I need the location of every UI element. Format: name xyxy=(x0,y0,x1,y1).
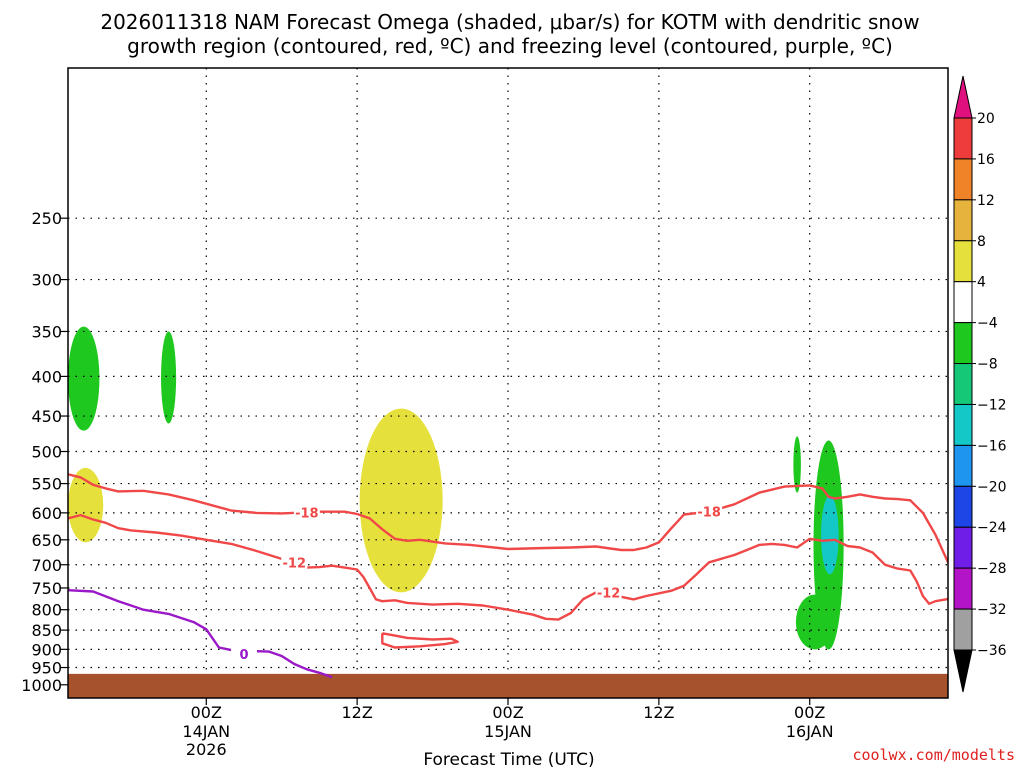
omega-green-region-2 xyxy=(793,436,801,493)
colorbar-bin-4 xyxy=(953,281,973,324)
colorbar-bin-1 xyxy=(953,158,973,201)
x-tick-label-h30: 00Z xyxy=(492,703,523,722)
colorbar-bin-8 xyxy=(953,444,973,487)
omega-yellow-region-1 xyxy=(359,408,443,593)
colorbar-bin-2 xyxy=(953,199,973,242)
omega-shading xyxy=(68,326,844,650)
contour-label-minus18-a: -18 xyxy=(295,506,319,521)
colorbar-tick-label-1: 16 xyxy=(977,152,995,168)
colorbar-bin-3 xyxy=(953,240,973,283)
colorbar-top-triangle xyxy=(953,75,973,119)
y-tick-label-300: 300 xyxy=(31,271,62,290)
chart-title-line-2: growth region (contoured, red, ºC) and f… xyxy=(127,34,893,58)
contour-label-minus12-b: -12 xyxy=(597,586,621,601)
omega-green-region-1 xyxy=(161,331,177,424)
omega-teal-region-0 xyxy=(821,495,839,575)
temperature-contours: -18-18-18-12-12-120 xyxy=(68,473,1024,679)
x-tick-date-h30: 15JAN xyxy=(484,722,532,741)
y-axis: 2503003504004505005506006507007508008509… xyxy=(21,209,68,695)
x-tick-label-h6: 00Z xyxy=(191,703,222,722)
y-tick-label-850: 850 xyxy=(31,621,62,640)
x-tick-year-h6: 2026 xyxy=(186,740,227,759)
colorbar-tick-label-8: −16 xyxy=(977,438,1007,454)
y-tick-label-450: 450 xyxy=(31,407,62,426)
colorbar-bin-7 xyxy=(953,403,973,446)
colorbar-bin-12 xyxy=(953,608,973,651)
colorbar-tick-label-2: 12 xyxy=(977,193,995,209)
colorbar-bin-10 xyxy=(953,526,973,569)
contour-dgz_top_minus18 xyxy=(68,473,948,564)
contour-label-minus12-a-bg xyxy=(281,554,308,570)
contour-label-minus18-a-bg xyxy=(293,504,320,520)
colorbar-tick-label-0: 20 xyxy=(977,111,995,127)
colorbar-bottom-triangle xyxy=(953,649,973,693)
contour-label-minus18-b-bg xyxy=(696,503,723,519)
x-tick-date-h54: 16JAN xyxy=(786,722,834,741)
y-tick-label-800: 800 xyxy=(31,601,62,620)
terrain-fill xyxy=(68,673,948,698)
colorbar-bin-11 xyxy=(953,567,973,610)
terrain-ground xyxy=(68,673,948,698)
x-tick-label-h18: 12Z xyxy=(341,703,372,722)
y-tick-label-950: 950 xyxy=(31,659,62,678)
colorbar-tick-label-9: −20 xyxy=(977,479,1007,495)
x-tick-label-h54: 00Z xyxy=(794,703,825,722)
colorbar-tick-label-6: −8 xyxy=(977,357,998,373)
colorbar-tick-label-13: −36 xyxy=(977,643,1007,659)
y-tick-label-500: 500 xyxy=(31,443,62,462)
omega-yellow-region-0 xyxy=(68,467,104,543)
colorbar-tick-label-11: −28 xyxy=(977,561,1007,577)
colorbar-tick-label-12: −32 xyxy=(977,602,1007,618)
colorbar: 20 16 12 8 4 −4 −8 −12 −16 −20 −24 −28 −32 −36 xyxy=(953,75,1007,693)
y-tick-label-250: 250 xyxy=(31,209,62,228)
omega-green-region-4 xyxy=(795,594,834,650)
credit-text: coolwx.com/modelts xyxy=(852,746,1015,764)
colorbar-bin-9 xyxy=(953,485,973,528)
colorbar-tick-label-5: −4 xyxy=(977,316,998,332)
colorbar-tick-label-3: 8 xyxy=(977,234,986,250)
x-axis-label: Forecast Time (UTC) xyxy=(423,750,594,768)
y-tick-label-900: 900 xyxy=(31,640,62,659)
contour-freezing_level_lower xyxy=(1011,671,1024,675)
contour-label-zero: 0 xyxy=(239,648,248,663)
contour-label-zero-bg xyxy=(231,645,257,661)
y-tick-label-400: 400 xyxy=(31,367,62,386)
colorbar-tick-label-10: −24 xyxy=(977,520,1007,536)
y-tick-label-1000: 1000 xyxy=(21,676,62,695)
colorbar-tick-label-7: −12 xyxy=(977,397,1007,413)
y-tick-label-550: 550 xyxy=(31,475,62,494)
x-tick-date-h6: 14JAN xyxy=(182,722,230,741)
chart-title-line-1: 2026011318 NAM Forecast Omega (shaded, μ… xyxy=(100,10,919,34)
contour-label-minus12-a: -12 xyxy=(283,556,307,571)
y-tick-label-600: 600 xyxy=(31,504,62,523)
y-tick-label-750: 750 xyxy=(31,579,62,598)
colorbar-bin-5 xyxy=(953,322,973,365)
colorbar-tick-label-4: 4 xyxy=(977,275,986,291)
y-tick-label-350: 350 xyxy=(31,322,62,341)
contour-dgz_small_loop xyxy=(381,632,459,649)
plot-area: -18-18-18-12-12-120 xyxy=(67,67,1024,699)
omega-green-region-0 xyxy=(68,326,100,431)
y-tick-label-650: 650 xyxy=(31,531,62,550)
x-tick-label-h42: 12Z xyxy=(643,703,674,722)
colorbar-bin-0 xyxy=(953,117,973,160)
contour-label-minus12-b-bg xyxy=(595,584,622,600)
colorbar-bin-6 xyxy=(953,363,973,405)
contour-label-minus18-b: -18 xyxy=(697,506,721,521)
y-tick-label-700: 700 xyxy=(31,556,62,575)
